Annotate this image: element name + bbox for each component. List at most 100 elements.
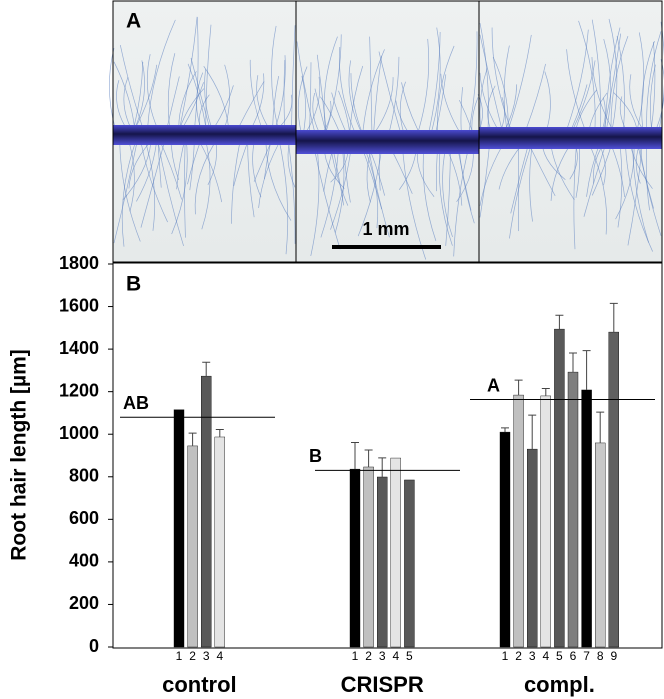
root-hair [491,27,515,139]
x-tick-label: 2 [515,649,522,663]
error-bar [202,361,211,377]
x-tick-label: 1 [176,649,183,663]
root-hair [171,134,188,235]
group-label: compl. [524,672,595,697]
frame [112,0,663,263]
error-bar [569,352,577,373]
x-tick-label: 7 [583,649,590,663]
x-tick-label: 9 [610,649,617,663]
y-tick-label: 1400 [59,338,99,358]
error-bar [528,414,537,450]
error-bar [364,449,373,467]
x-tick-label: 6 [570,649,577,663]
significance-letter: B [309,446,322,466]
scale-bar-label: 1 mm [362,219,409,239]
x-tick-label: 2 [189,649,196,663]
root-hair [563,29,589,139]
x-tick-label: 3 [203,649,210,663]
x-tick-label: 8 [597,649,604,663]
bar [567,371,579,648]
error-bar [188,432,197,446]
error-bar [596,411,605,443]
bar [540,395,551,648]
x-tick-label: 4 [392,649,399,663]
error-bar [378,457,387,477]
root-hair [290,25,296,136]
root-hair [177,16,198,136]
significance-letter: A [487,375,500,395]
root-hair [479,23,489,139]
root-hair [193,17,199,136]
root [296,130,479,154]
x-tick-label: 2 [365,649,372,663]
root-hair [277,134,289,255]
root-hair [608,18,618,139]
root-hair [121,134,139,247]
x-tick-label: 1 [352,649,359,663]
bar [214,436,226,648]
photo-panel: A 1 mm [109,0,664,263]
root-hair [627,137,644,246]
root-hair [657,21,664,139]
root-hair [591,19,602,139]
y-tick-label: 0 [89,636,99,656]
error-bar [351,442,359,470]
root-hair [119,134,141,242]
x-tick-label: 4 [542,649,549,663]
error-bar [501,427,509,433]
bar [187,445,198,648]
root [479,127,662,149]
root-hair [271,25,280,136]
root-hair [624,137,653,252]
plot-frame [112,262,663,649]
error-bar [541,387,550,396]
root-hair [578,20,596,139]
bar [581,389,592,648]
root-hair [184,134,186,238]
root-hair [646,31,662,139]
bar [513,394,524,648]
y-tick-label: 1000 [59,423,99,443]
root-hair [453,141,471,257]
x-tick-label: 5 [406,649,413,663]
root-hair [113,134,139,244]
x-tick-label: 5 [556,649,563,663]
error-bar [514,379,523,396]
root-hair [634,32,645,139]
group-label: CRISPR [341,672,424,697]
x-tick-label: 3 [529,649,536,663]
x-tick-label: 4 [216,649,223,663]
y-tick-label: 200 [69,593,99,613]
root-hair [310,141,320,257]
y-tick-label: 1800 [59,253,99,273]
bar [608,331,619,648]
error-bar [555,314,564,330]
bar [363,466,374,648]
bar [404,479,415,648]
x-tick-label: 3 [379,649,386,663]
bar [595,442,606,648]
error-bar [609,302,618,333]
y-tick-label: 400 [69,551,99,571]
error-bar [582,350,591,390]
error-bar [215,429,224,437]
significance-letter: AB [123,393,149,413]
bar [377,476,388,648]
bar [527,448,538,648]
x-tick-label: 1 [502,649,509,663]
panel-label: A [126,10,141,33]
group-label: control [162,672,237,697]
root [113,125,296,145]
y-tick-label: 800 [69,466,99,486]
root-hair [156,134,184,247]
bar [390,457,401,648]
root-hair [573,137,578,250]
y-tick-label: 1200 [59,380,99,400]
root-hair [146,19,176,136]
bar [173,409,185,648]
bar [499,431,511,648]
root-hair [205,24,212,136]
root-hair [632,137,649,243]
bar [554,328,565,648]
